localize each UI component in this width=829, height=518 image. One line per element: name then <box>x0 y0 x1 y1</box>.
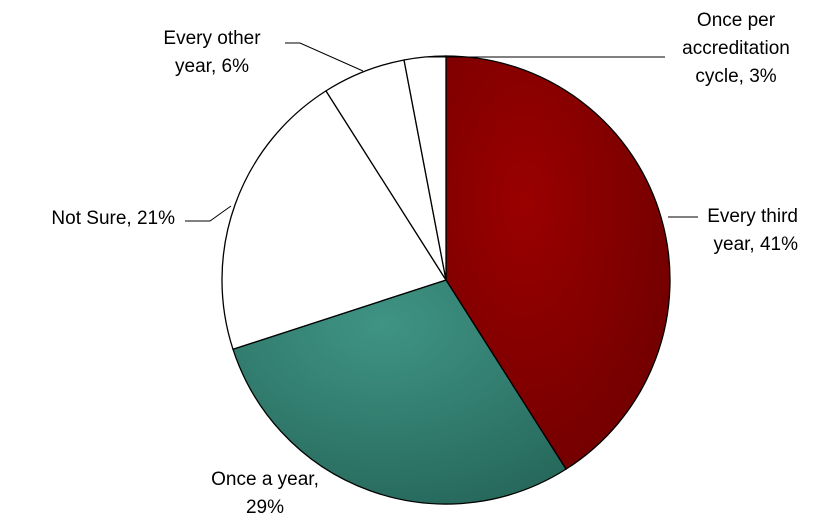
slice-label-every-other-year: Every other year, 6% <box>163 28 261 77</box>
slice-label-line: Once a year, <box>211 469 319 490</box>
slice-label-once-per-accreditation-cycle: Once per accreditation cycle, 3% <box>682 10 790 87</box>
slice-labels: Every third year, 41% Once a year, 29% Not S… <box>51 10 798 518</box>
slice-label-line: accreditation <box>682 38 790 59</box>
slice-label-line: cycle, 3% <box>695 66 776 87</box>
slice-label-line: Every third <box>707 206 798 227</box>
pie-slice-not-sure <box>221 89 447 351</box>
slice-label-line: year, 41% <box>714 234 799 255</box>
slice-label-line: Every other <box>163 28 261 49</box>
leader-line-every-other-year <box>285 42 364 72</box>
slice-label-line: Once per <box>697 10 776 31</box>
slice-label-every-third-year: Every third year, 41% <box>707 206 798 255</box>
slice-label-line: year, 6% <box>175 56 249 77</box>
leader-lines <box>185 42 698 222</box>
pie-slice-once-per-accreditation-cycle <box>403 55 447 281</box>
pie-slice-every-third-year <box>445 55 671 471</box>
slice-label-not-sure: Not Sure, 21% <box>51 208 175 229</box>
slice-label-line: 29% <box>246 497 284 518</box>
slice-label-once-a-year: Once a year, 29% <box>211 469 319 518</box>
leader-line-not-sure <box>185 205 232 222</box>
pie-slice-once-a-year <box>232 279 567 505</box>
pie-slices <box>221 55 671 505</box>
slice-label-line: Not Sure, 21% <box>51 208 175 229</box>
